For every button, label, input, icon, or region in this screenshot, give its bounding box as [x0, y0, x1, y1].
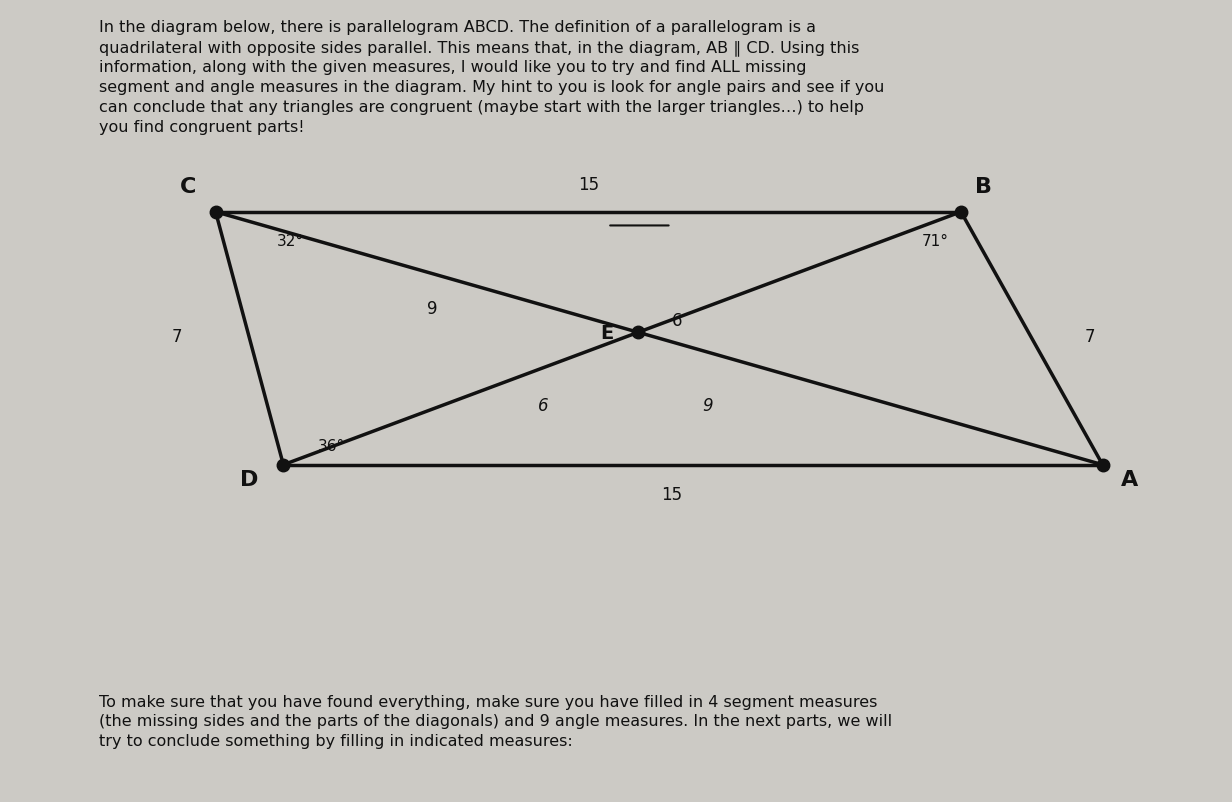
- Text: A: A: [1121, 470, 1138, 489]
- Text: E: E: [601, 323, 614, 342]
- Text: 7: 7: [171, 328, 182, 346]
- Text: 15: 15: [578, 176, 600, 194]
- Text: C: C: [180, 177, 197, 196]
- Text: 32°: 32°: [277, 234, 304, 249]
- Text: D: D: [240, 470, 257, 489]
- Text: 71°: 71°: [922, 234, 949, 249]
- Text: 7: 7: [1084, 328, 1095, 346]
- Text: 6: 6: [671, 312, 683, 330]
- Text: 6: 6: [537, 396, 548, 414]
- Text: 36°: 36°: [318, 438, 345, 453]
- Text: In the diagram below, there is parallelogram ABCD. The definition of a parallelo: In the diagram below, there is parallelo…: [99, 20, 883, 135]
- Text: To make sure that you have found everything, make sure you have filled in 4 segm: To make sure that you have found everyth…: [99, 694, 892, 748]
- Text: 9: 9: [426, 300, 437, 318]
- Text: 9: 9: [702, 396, 713, 414]
- Text: 15: 15: [660, 485, 683, 503]
- Text: B: B: [975, 177, 992, 196]
